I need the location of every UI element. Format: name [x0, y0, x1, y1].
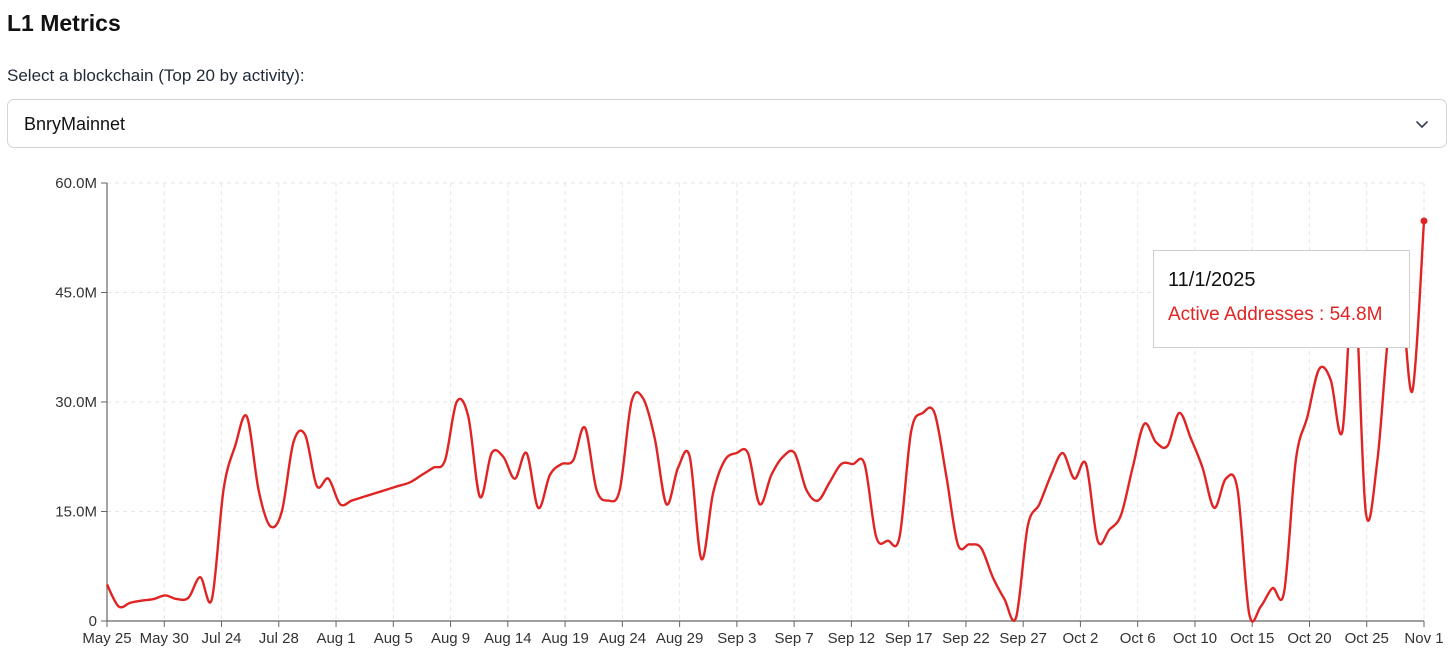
blockchain-select-value: BnryMainnet	[24, 114, 126, 134]
x-tick-label: Aug 9	[431, 630, 470, 647]
x-tick-label: Aug 29	[656, 630, 704, 647]
tooltip-date: 11/1/2025	[1168, 269, 1256, 291]
tooltip-series-value: 54.8M	[1329, 304, 1383, 325]
x-tick-label: Aug 5	[374, 630, 413, 647]
active-addresses-chart: 0 15.0M 30.0M 45.0M 60.0M May 25 May 30 Jul 24 J…	[55, 175, 1443, 647]
chart-series	[105, 217, 1428, 623]
x-tick-label: Oct 6	[1120, 630, 1156, 647]
tooltip-separator: :	[1313, 304, 1330, 325]
tooltip-series-label: Active Addresses	[1168, 304, 1314, 325]
y-tick-label: 45.0M	[55, 285, 97, 302]
x-tick-label: Oct 20	[1287, 630, 1331, 647]
x-tick-label: Sep 27	[999, 630, 1047, 647]
x-tick-label: Sep 3	[717, 630, 756, 647]
x-tick-label: May 30	[140, 630, 189, 647]
chevron-down-icon[interactable]	[1414, 116, 1430, 132]
series-line-active-addresses	[105, 220, 1426, 623]
x-tick-label: Aug 19	[541, 630, 589, 647]
x-tick-label: Jul 28	[259, 630, 299, 647]
page-title: L1 Metrics	[7, 10, 121, 36]
y-tick-label: 60.0M	[55, 175, 97, 192]
x-tick-label: Oct 25	[1345, 630, 1389, 647]
x-tick-label: Sep 22	[942, 630, 990, 647]
x-tick-label: Oct 10	[1173, 630, 1217, 647]
x-tick-label: Sep 12	[828, 630, 876, 647]
x-tick-label: Oct 2	[1063, 630, 1099, 647]
x-tick-label: May 25	[82, 630, 131, 647]
x-tick-label: Nov 1	[1404, 630, 1443, 647]
y-tick-label: 30.0M	[55, 394, 97, 411]
chart-tick-labels: 0 15.0M 30.0M 45.0M 60.0M May 25 May 30 Jul 24 J…	[55, 175, 1443, 647]
y-tick-label: 15.0M	[55, 504, 97, 521]
x-tick-label: Aug 24	[599, 630, 647, 647]
blockchain-select-label: Select a blockchain (Top 20 by activity)…	[7, 66, 305, 85]
x-tick-label: Aug 14	[484, 630, 532, 647]
x-tick-label: Jul 24	[202, 630, 242, 647]
chart-grid	[107, 182, 1425, 621]
highlight-point	[1420, 217, 1428, 225]
x-tick-label: Sep 7	[775, 630, 814, 647]
blockchain-select[interactable]: BnryMainnet	[7, 99, 1447, 148]
chart-tooltip: 11/1/2025 Active Addresses : 54.8M	[1153, 250, 1410, 348]
chart-axes	[101, 182, 1425, 627]
y-tick-label: 0	[89, 613, 97, 630]
x-tick-label: Sep 17	[885, 630, 933, 647]
tooltip-value: Active Addresses : 54.8M	[1168, 304, 1382, 326]
x-tick-label: Aug 1	[316, 630, 355, 647]
x-tick-label: Oct 15	[1230, 630, 1274, 647]
